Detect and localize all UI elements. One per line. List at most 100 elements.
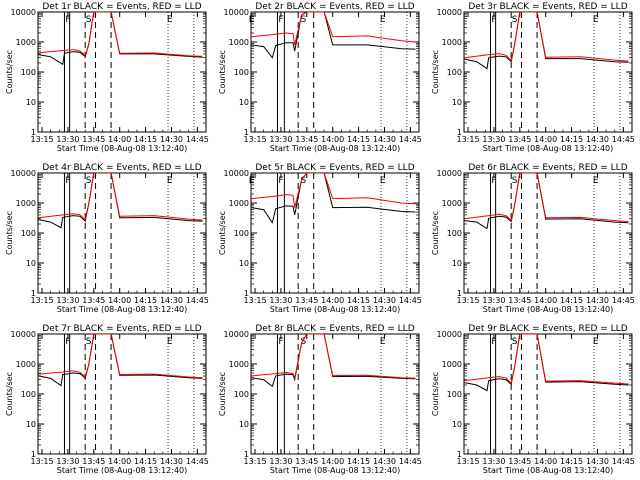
y-tick-label: 10: [26, 259, 36, 268]
y-tick-label: 1000: [442, 38, 462, 47]
x-tick-label: 13:45: [82, 135, 105, 144]
x-tick-label: 13:30: [269, 296, 292, 305]
y-axis-label: Counts/sec: [5, 50, 14, 94]
detector-panel: Det 1r BLACK = Events, RED = LLD 1 10 100 10…: [5, 2, 209, 153]
y-tick-label: 1: [244, 128, 249, 137]
x-tick-label: 13:30: [56, 135, 79, 144]
y-tick-label: 10000: [11, 8, 36, 17]
x-tick-label: 13:15: [243, 296, 266, 305]
y-tick-label: 100: [21, 390, 36, 399]
series-group: [464, 334, 629, 392]
x-tick-label: 14:30: [586, 457, 609, 466]
lld-series-line: [464, 12, 629, 62]
lld-series-line: [251, 12, 416, 46]
x-tick-label: 13:30: [56, 457, 79, 466]
x-axis-label: Start Time (08-Aug-08 13:12:40): [57, 144, 188, 153]
y-tick-label: 100: [447, 68, 462, 77]
y-axis-label: Counts/sec: [218, 50, 227, 94]
y-tick-label: 10000: [11, 330, 36, 339]
interval-marker-label: E: [167, 337, 173, 347]
x-tick-label: 13:15: [30, 296, 53, 305]
interval-marker-label: S: [300, 337, 306, 347]
x-tick-label: 14:45: [399, 296, 422, 305]
y-tick-label: 10: [26, 420, 36, 429]
y-tick-label: 1: [31, 450, 36, 459]
events-series-line: [464, 12, 629, 70]
x-tick-label: 14:15: [347, 135, 370, 144]
x-tick-label: 13:30: [482, 135, 505, 144]
interval-marker-label: S: [300, 176, 306, 186]
y-tick-label: 10000: [224, 8, 249, 17]
y-tick-label: 10000: [437, 169, 462, 178]
x-tick-label: 13:45: [295, 296, 318, 305]
x-tick-label: 14:15: [134, 457, 157, 466]
interval-marker-label: E: [167, 15, 173, 25]
y-tick-label: 1000: [229, 360, 249, 369]
x-tick-label: 14:30: [586, 296, 609, 305]
plot-frame: [37, 172, 207, 294]
y-tick-label: 1000: [442, 199, 462, 208]
events-series-line: [38, 173, 203, 229]
events-series-line: [38, 12, 203, 66]
plot-frame: [250, 333, 420, 455]
y-tick-label: 1: [31, 128, 36, 137]
panel-title: Det 3r BLACK = Events, RED = LLD: [468, 2, 627, 12]
x-tick-label: 14:00: [108, 296, 131, 305]
y-axis-label: Counts/sec: [5, 372, 14, 416]
x-tick-label: 14:30: [373, 135, 396, 144]
y-tick-label: 10000: [437, 330, 462, 339]
y-tick-label: 1: [244, 450, 249, 459]
series-group: [251, 334, 416, 388]
x-tick-label: 14:30: [373, 296, 396, 305]
lld-series-line: [251, 334, 416, 380]
lld-series-line: [38, 173, 203, 221]
interval-marker-label: S: [86, 337, 92, 347]
detector-panel: Det 6r BLACK = Events, RED = LLD 1 10 100 10…: [431, 163, 635, 314]
events-series-line: [251, 12, 416, 59]
panel-title: Det 2r BLACK = Events, RED = LLD: [255, 2, 414, 12]
y-tick-label: 10: [239, 98, 249, 107]
x-tick-label: 13:15: [30, 135, 53, 144]
detector-panel: Det 5r BLACK = Events, RED = LLD 1 10 100 10…: [218, 163, 422, 314]
plot-frame: [37, 333, 207, 455]
y-tick-label: 10: [452, 259, 462, 268]
panel-title: Det 8r BLACK = Events, RED = LLD: [255, 324, 414, 334]
y-tick-label: 10000: [224, 169, 249, 178]
x-axis-label: Start Time (08-Aug-08 13:12:40): [57, 305, 188, 314]
x-tick-label: 14:45: [399, 135, 422, 144]
y-tick-label: 100: [21, 229, 36, 238]
x-axis-label: Start Time (08-Aug-08 13:12:40): [483, 305, 614, 314]
y-tick-label: 10: [26, 98, 36, 107]
interval-marker-label: E: [593, 176, 599, 186]
y-tick-label: 1: [244, 289, 249, 298]
x-axis-label: Start Time (08-Aug-08 13:12:40): [483, 144, 614, 153]
y-axis-label: Counts/sec: [218, 372, 227, 416]
series-group: [464, 12, 629, 70]
lld-series-line: [38, 334, 203, 379]
x-tick-label: 13:45: [82, 296, 105, 305]
detector-panel: Det 2r BLACK = Events, RED = LLD 1 10 100 10…: [218, 2, 422, 153]
x-tick-label: 14:15: [560, 457, 583, 466]
y-tick-label: 100: [234, 229, 249, 238]
x-tick-label: 14:00: [321, 296, 344, 305]
interval-marker-label: E: [593, 15, 599, 25]
interval-marker-label: F: [278, 337, 283, 347]
x-tick-label: 13:15: [30, 457, 53, 466]
panel-title: Det 6r BLACK = Events, RED = LLD: [468, 163, 627, 173]
x-tick-label: 13:15: [456, 135, 479, 144]
y-tick-label: 1: [457, 289, 462, 298]
y-tick-label: 100: [447, 229, 462, 238]
interval-marker-label: S: [512, 176, 518, 186]
x-tick-label: 14:15: [560, 135, 583, 144]
y-tick-label: 100: [234, 68, 249, 77]
plot-frame: [463, 11, 633, 133]
y-tick-label: 100: [21, 68, 36, 77]
interval-marker-label: F: [278, 15, 283, 25]
plot-frame: [463, 333, 633, 455]
interval-marker-label: F: [491, 15, 496, 25]
panel-title: Det 9r BLACK = Events, RED = LLD: [468, 324, 627, 334]
y-axis-label: Counts/sec: [431, 372, 440, 416]
y-tick-label: 1000: [16, 199, 36, 208]
interval-marker-label: S: [86, 176, 92, 186]
interval-marker-label: E: [380, 337, 386, 347]
